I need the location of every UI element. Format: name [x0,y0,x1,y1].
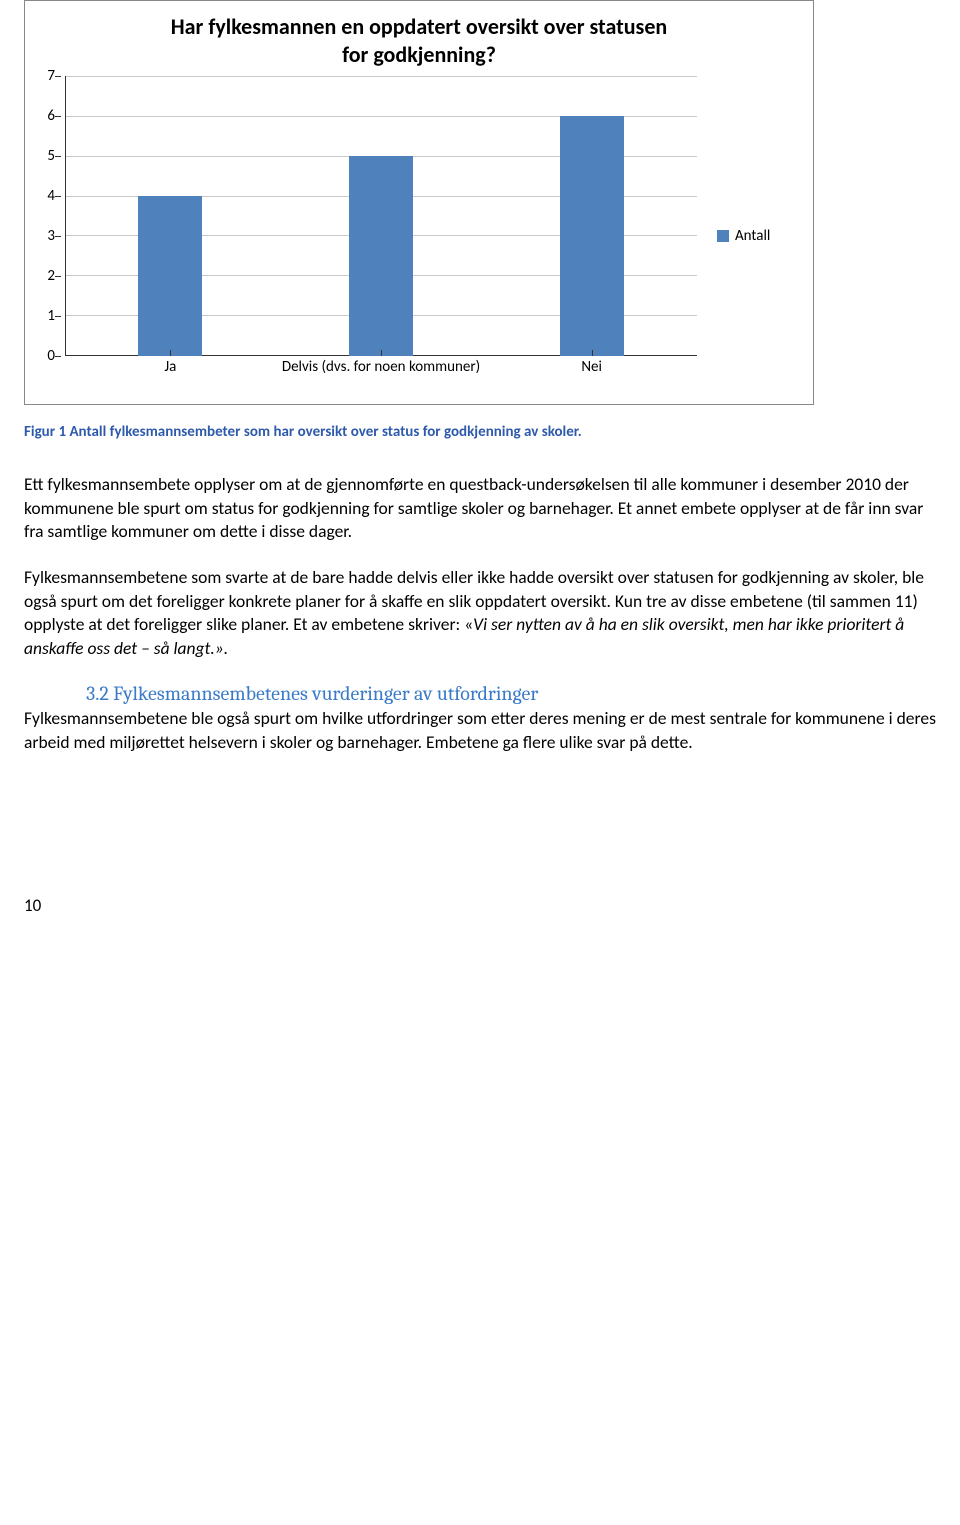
y-tick-mark [55,236,61,237]
bar-slot [486,76,697,356]
x-tick-mark [381,350,382,356]
x-tick-mark [592,350,593,356]
x-tick-mark [170,350,171,356]
plot-area: 01234567 JaDelvis (dvs. for noen kommune… [65,76,697,396]
chart-title: Har fylkesmannen en oppdatert oversikt o… [31,13,807,68]
legend-label: Antall [735,227,770,245]
y-tick-label: 7 [47,67,55,85]
x-axis-labels: JaDelvis (dvs. for noen kommuner)Nei [65,356,697,396]
y-tick-mark [55,116,61,117]
page: Har fylkesmannen en oppdatert oversikt o… [0,0,960,946]
bar-slot [65,76,276,356]
chart-title-line1: Har fylkesmannen en oppdatert oversikt o… [171,13,667,40]
y-tick-label: 6 [47,107,55,125]
y-axis: 01234567 [31,76,61,356]
y-tick-label: 4 [47,187,55,205]
y-tick-mark [55,196,61,197]
y-tick-label: 0 [47,347,55,365]
chart-title-line2: for godkjenning? [342,41,496,68]
chart-body: 01234567 JaDelvis (dvs. for noen kommune… [31,76,807,396]
y-tick-mark [55,156,61,157]
bar-slot [276,76,487,356]
section-heading: 3.2 Fylkesmannsembetenes vurderinger av … [86,682,936,705]
bar [138,196,202,356]
y-tick-label: 2 [47,267,55,285]
y-tick-mark [55,276,61,277]
y-tick-mark [55,356,61,357]
figure-caption: Figur 1 Antall fylkesmannsembeter som ha… [24,423,936,441]
x-tick-label: Delvis (dvs. for noen kommuner) [276,356,487,396]
paragraph-1: Ett fylkesmannsembete opplyser om at de … [24,473,936,544]
y-tick-label: 1 [47,307,55,325]
paragraph-3: Fylkesmannsembetene ble også spurt om hv… [24,707,936,754]
plot-area-wrap: 01234567 JaDelvis (dvs. for noen kommune… [31,76,709,396]
x-tick-label: Nei [486,356,697,396]
x-tick-label: Ja [65,356,276,396]
bar [349,156,413,356]
chart-bars [65,76,697,356]
legend-swatch [717,230,729,242]
paragraph-2: Fylkesmannsembetene som svarte at de bar… [24,566,936,661]
y-tick-label: 3 [47,227,55,245]
chart-legend: Antall [709,227,807,245]
y-tick-mark [55,76,61,77]
chart-container: Har fylkesmannen en oppdatert oversikt o… [24,0,814,405]
page-number: 10 [24,895,936,916]
y-tick-label: 5 [47,147,55,165]
bar [560,116,624,356]
y-tick-mark [55,316,61,317]
